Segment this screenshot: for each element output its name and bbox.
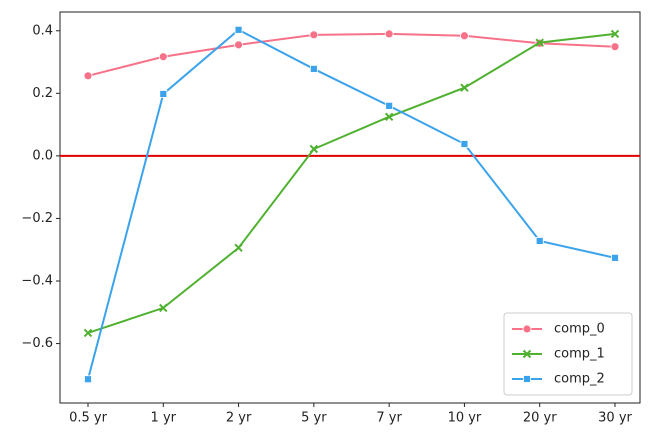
point <box>522 349 532 359</box>
point <box>384 29 394 39</box>
x-tick-label: 30 yr <box>598 411 632 426</box>
plot-area <box>59 11 641 404</box>
point <box>535 237 544 245</box>
point <box>83 71 93 81</box>
point <box>522 324 532 334</box>
legend-label: comp_2 <box>554 372 605 387</box>
point <box>83 328 93 338</box>
point <box>610 42 620 52</box>
point <box>460 83 469 92</box>
series-line <box>87 32 616 334</box>
point <box>385 101 394 110</box>
x-tick-label: 20 yr <box>523 411 557 426</box>
point <box>384 112 394 121</box>
y-tick-label: −0.2 <box>21 211 53 226</box>
x-tick-label: 2 yr <box>226 411 252 426</box>
point <box>158 52 168 62</box>
y-tick-label: 0.4 <box>32 23 53 38</box>
y-tick-label: −0.4 <box>21 274 53 289</box>
legend-box <box>503 312 633 396</box>
series-line <box>87 32 616 77</box>
point <box>523 375 531 383</box>
point <box>611 253 619 262</box>
legend-label: comp_1 <box>554 347 605 362</box>
point <box>159 303 168 313</box>
point <box>460 31 469 41</box>
point <box>234 243 243 253</box>
point <box>460 140 469 148</box>
y-tick-label: −0.6 <box>21 336 53 351</box>
point <box>159 90 168 98</box>
y-tick-label: 0.0 <box>32 148 53 163</box>
legend: comp_0 comp_1 comp_2 <box>503 312 633 396</box>
x-tick-label: 1 yr <box>151 411 177 426</box>
legend-label: comp_0 <box>554 322 605 337</box>
y-tick-label: 0.2 <box>32 86 53 101</box>
point <box>535 38 544 47</box>
series-line <box>87 28 616 380</box>
x-tick-label: 10 yr <box>448 411 482 426</box>
point <box>309 65 318 73</box>
point <box>84 375 92 384</box>
point <box>309 30 319 40</box>
x-tick-label: 0.5 yr <box>69 411 108 426</box>
point <box>610 29 620 39</box>
point <box>234 40 243 50</box>
x-tick-label: 7 yr <box>376 411 402 426</box>
x-tick-label: 5 yr <box>301 411 327 426</box>
point <box>309 144 319 154</box>
point <box>234 25 243 34</box>
